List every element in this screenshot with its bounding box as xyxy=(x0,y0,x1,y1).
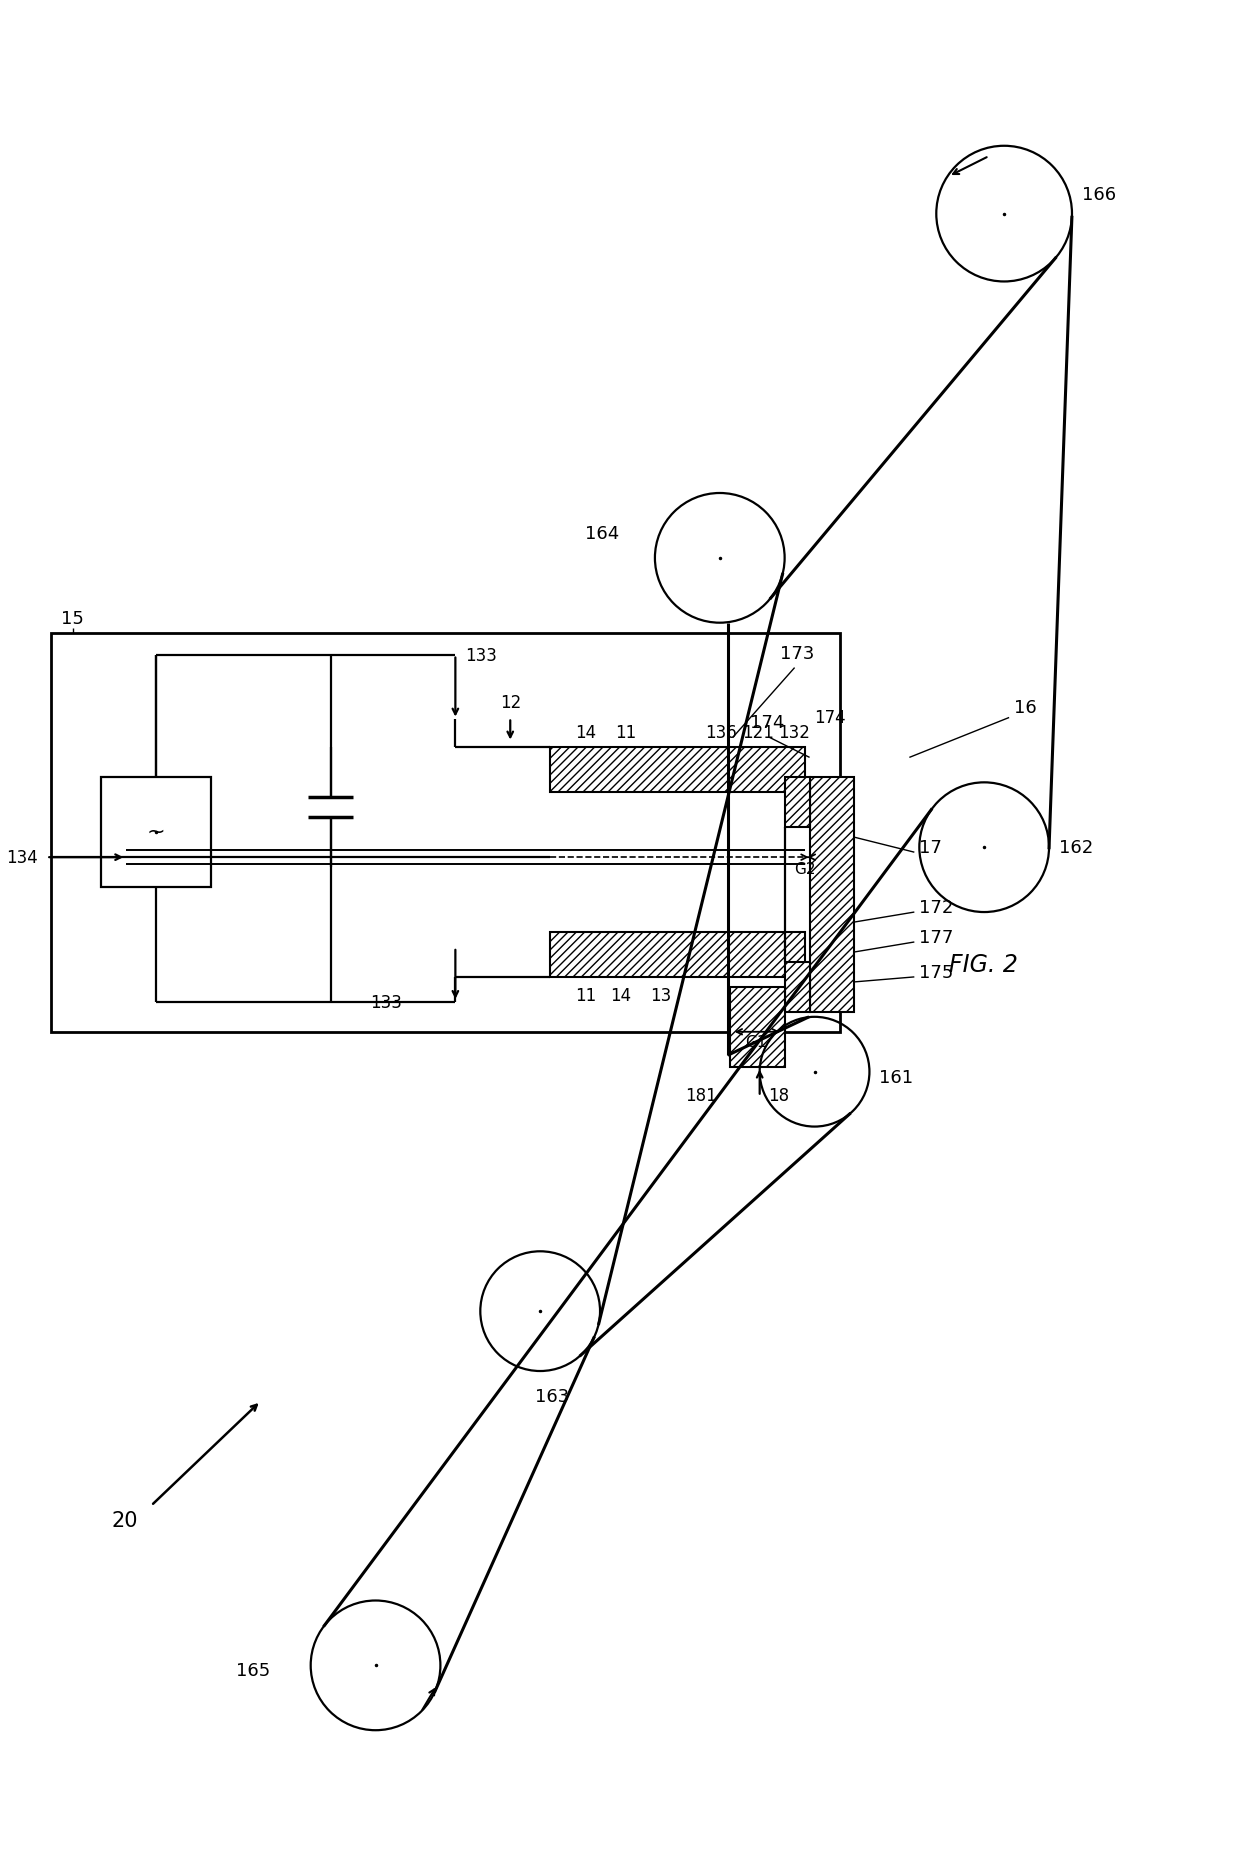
Bar xyxy=(810,777,854,1012)
Text: G2: G2 xyxy=(795,863,816,877)
Bar xyxy=(785,962,810,1012)
Text: 14: 14 xyxy=(575,724,596,743)
Text: 174: 174 xyxy=(815,709,846,728)
Text: 14: 14 xyxy=(610,988,631,1004)
Text: 132: 132 xyxy=(777,724,810,743)
Text: 175: 175 xyxy=(919,963,954,982)
Text: 15: 15 xyxy=(61,611,84,627)
Text: 13: 13 xyxy=(650,988,671,1004)
Text: 161: 161 xyxy=(879,1068,914,1087)
Text: 164: 164 xyxy=(585,525,619,543)
Text: 173: 173 xyxy=(780,644,813,663)
Text: G1: G1 xyxy=(745,1034,766,1049)
Text: 177: 177 xyxy=(919,930,954,947)
Text: 162: 162 xyxy=(1059,838,1094,857)
Bar xyxy=(551,932,805,976)
Text: 165: 165 xyxy=(236,1662,270,1680)
Bar xyxy=(551,747,805,792)
Text: 11: 11 xyxy=(615,724,636,743)
Text: 133: 133 xyxy=(465,646,497,665)
Text: 166: 166 xyxy=(1083,185,1116,204)
Bar xyxy=(102,777,211,887)
Text: 136: 136 xyxy=(704,724,737,743)
Text: 172: 172 xyxy=(919,900,954,917)
Text: 16: 16 xyxy=(1014,700,1037,717)
Text: 17: 17 xyxy=(919,838,942,857)
Text: ~: ~ xyxy=(146,821,165,842)
Text: 121: 121 xyxy=(742,724,774,743)
Bar xyxy=(51,633,839,1032)
Text: 174: 174 xyxy=(750,715,784,732)
Text: 134: 134 xyxy=(6,849,38,866)
Text: FIG. 2: FIG. 2 xyxy=(950,952,1018,976)
Text: 20: 20 xyxy=(112,1510,138,1531)
Bar xyxy=(785,777,810,827)
Text: 12: 12 xyxy=(500,695,522,713)
Text: 11: 11 xyxy=(575,988,596,1004)
Text: 18: 18 xyxy=(768,1087,789,1105)
Text: 163: 163 xyxy=(536,1387,569,1406)
Text: 181: 181 xyxy=(684,1087,717,1105)
Bar xyxy=(730,988,785,1066)
Text: 133: 133 xyxy=(371,993,403,1012)
